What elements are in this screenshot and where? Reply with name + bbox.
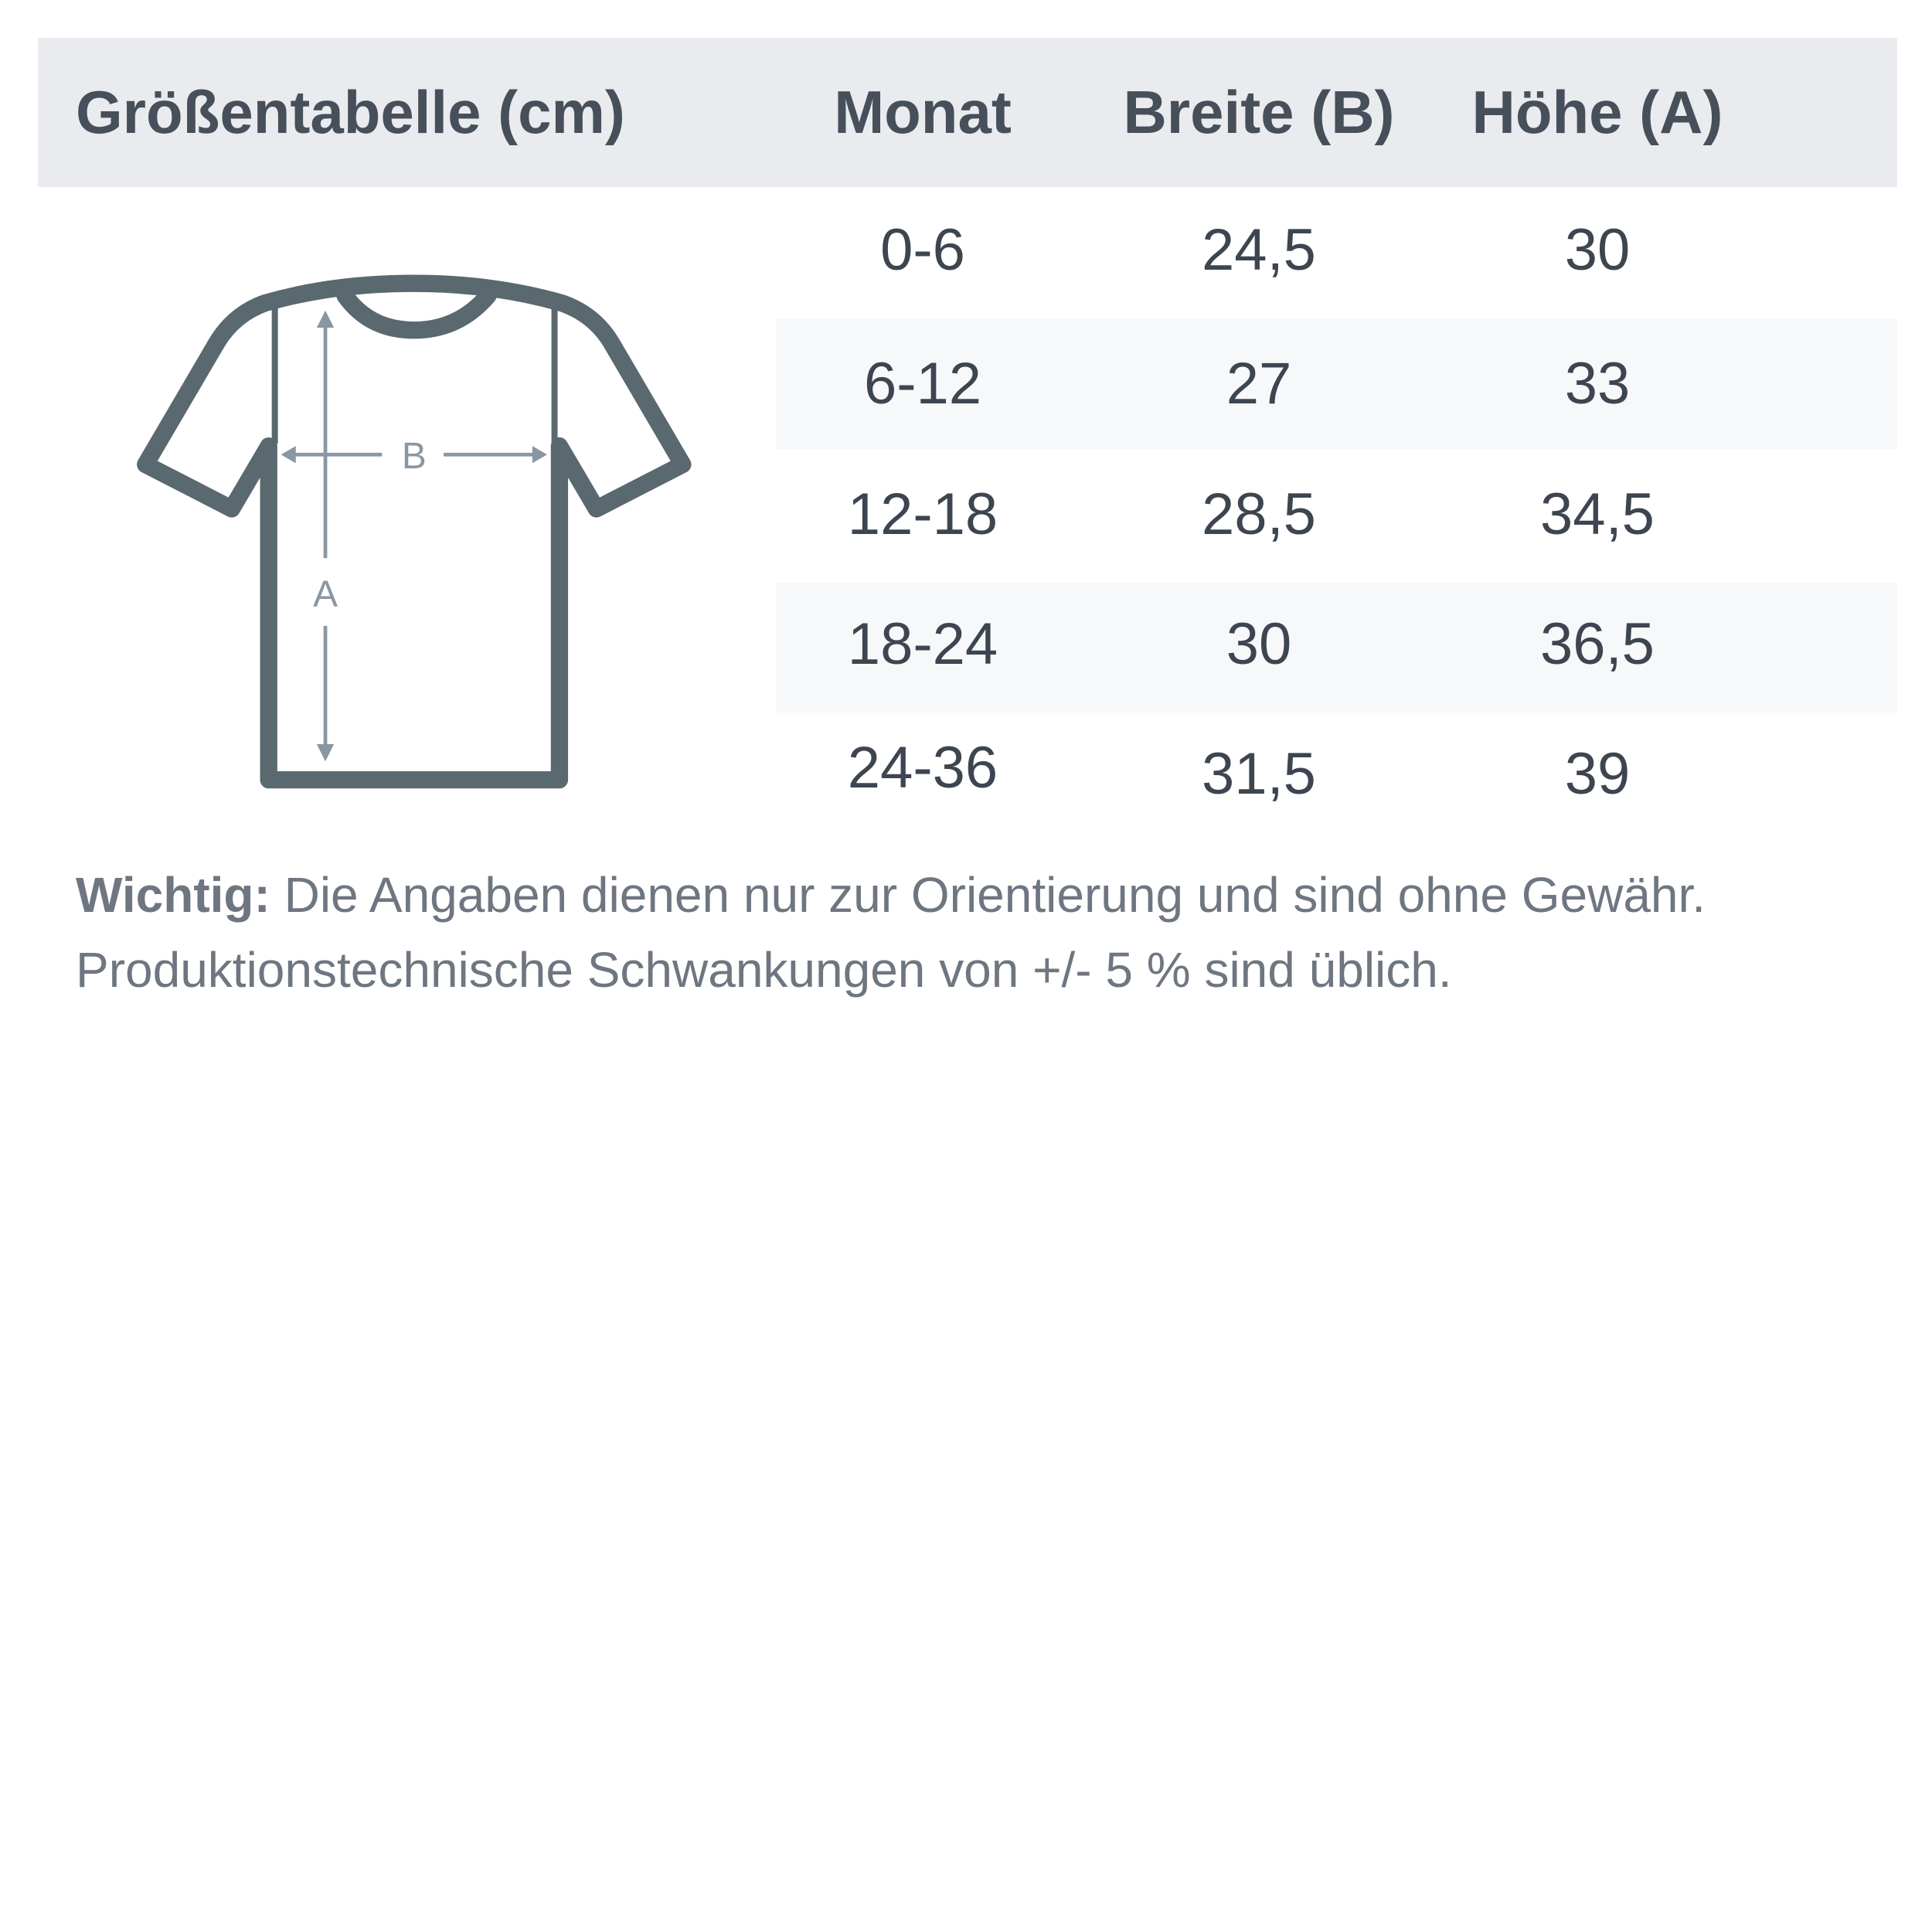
- cell-month: 12-18: [847, 481, 998, 547]
- cell-month: 24-36: [847, 735, 998, 801]
- cell-height: 30: [1564, 217, 1631, 283]
- cell-height: 34,5: [1540, 481, 1655, 547]
- note-text-1: Die Angaben dienen nur zur Orientierung …: [270, 867, 1706, 923]
- tshirt-measurement-icon: B A: [137, 274, 692, 789]
- cell-width: 27: [1226, 351, 1292, 417]
- row-stripe: [776, 319, 1897, 449]
- cell-height: 33: [1564, 351, 1631, 417]
- table-title: Größentabelle (cm): [76, 78, 625, 146]
- cell-height: 39: [1564, 741, 1631, 807]
- width-label-b: B: [402, 436, 427, 477]
- column-header-width: Breite (B): [1123, 78, 1395, 146]
- cell-height: 36,5: [1540, 611, 1655, 677]
- row-stripe: [776, 583, 1897, 713]
- height-label-a: A: [313, 573, 338, 614]
- column-header-height: Höhe (A): [1471, 78, 1723, 146]
- cell-month: 0-6: [880, 217, 965, 283]
- cell-width: 31,5: [1202, 741, 1316, 807]
- note-line-1: Wichtig: Die Angaben dienen nur zur Orie…: [76, 858, 1706, 932]
- cell-month: 18-24: [847, 611, 998, 677]
- note-bold-label: Wichtig:: [76, 867, 270, 923]
- column-header-month: Monat: [834, 78, 1012, 146]
- note-line-2: Produktionstechnische Schwankungen von +…: [76, 942, 1452, 998]
- cell-width: 28,5: [1202, 481, 1316, 547]
- cell-width: 24,5: [1202, 217, 1316, 283]
- table-header: [38, 38, 1897, 187]
- cell-width: 30: [1226, 611, 1292, 677]
- cell-month: 6-12: [863, 351, 982, 417]
